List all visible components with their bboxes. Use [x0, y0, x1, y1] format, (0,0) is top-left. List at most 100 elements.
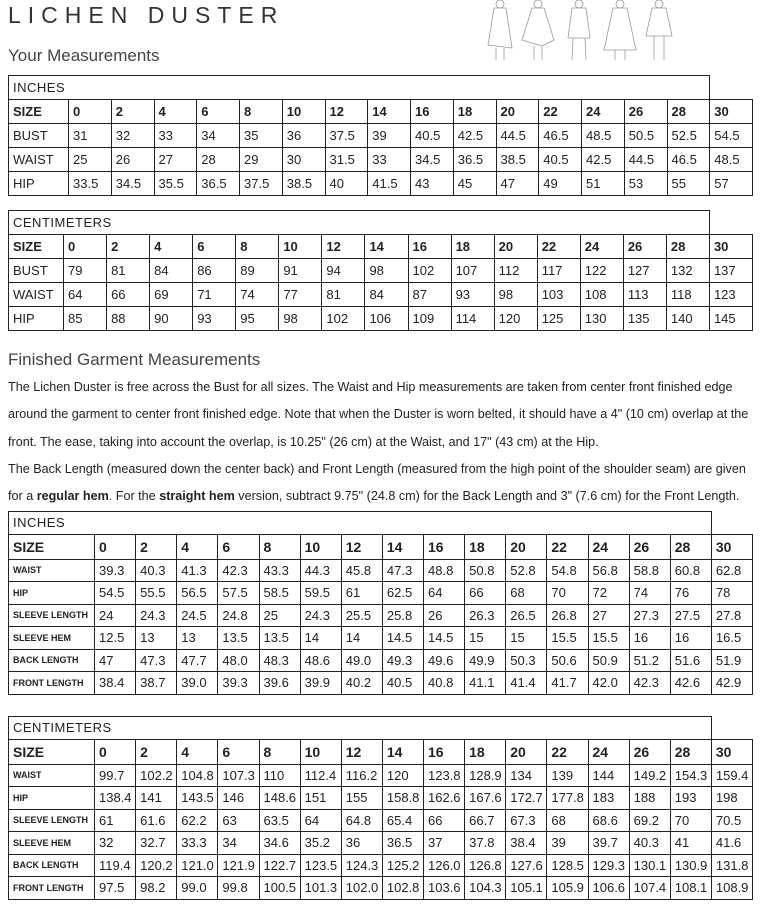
table-cell: 46.5 — [538, 123, 582, 148]
table-cell: 16 — [407, 234, 452, 259]
table-cell: 43 — [410, 171, 454, 196]
table-cell: 26 — [110, 147, 155, 172]
table-cell: 34.5 — [110, 171, 155, 196]
row-label: SIZE — [8, 234, 64, 259]
row-label: BACK LENGTH — [8, 853, 95, 877]
table-cell: 38.5 — [495, 147, 540, 172]
table-cell: 99.8 — [217, 876, 260, 900]
table-cell: 26.8 — [546, 603, 589, 627]
table-cell: 93 — [450, 282, 495, 307]
table-cell: 10 — [281, 99, 326, 124]
table-cell: 46.5 — [666, 147, 711, 172]
table-cell: 24 — [587, 738, 630, 765]
table-cell: 6 — [196, 99, 240, 124]
table-cell: 10 — [299, 533, 342, 560]
table-cell: 50.3 — [505, 648, 548, 672]
table-cell: 60.8 — [669, 558, 712, 582]
table-cell: 116.2 — [340, 763, 383, 787]
table-cell: 39.9 — [299, 671, 342, 695]
table-cell: 126.8 — [464, 853, 507, 877]
table-cell: 139 — [546, 763, 589, 787]
table-row: SLEEVE LENGTH 61 61.6 62.2 63 63.5 64 64.8 65.4 6… — [8, 808, 754, 832]
table-cell: 16 — [422, 533, 466, 560]
table-cell: 56.8 — [587, 558, 630, 582]
table-cell: 50.6 — [546, 648, 589, 672]
table-cell: 24 — [93, 603, 137, 627]
table-cell: 42.3 — [628, 671, 671, 695]
row-label: SLEEVE LENGTH — [8, 603, 95, 627]
table-cell: 101.3 — [299, 876, 342, 900]
table-cell: 10 — [299, 738, 342, 765]
table-cell: 34.6 — [258, 831, 301, 855]
table-cell: 55 — [666, 171, 711, 196]
row-label: SLEEVE HEM — [8, 626, 95, 650]
table-cell: 154.3 — [669, 763, 712, 787]
table-cell: 14 — [381, 533, 425, 560]
table-cell: 39 — [546, 831, 589, 855]
table-cell: 108.9 — [710, 876, 754, 900]
table-cell: 33 — [367, 147, 411, 172]
table-cell: 98.2 — [135, 876, 178, 900]
row-label: HIP — [8, 786, 95, 810]
table-cell: 35.5 — [153, 171, 198, 196]
table-cell: 2 — [110, 99, 155, 124]
table-cell: 41.3 — [176, 558, 219, 582]
table-row: SLEEVE LENGTH 24 24.3 24.5 24.8 25 24.3 25.5 25.… — [8, 603, 754, 627]
table-cell: 112.4 — [299, 763, 342, 787]
table-cell: 140 — [665, 306, 710, 331]
table-cell: 40.3 — [628, 831, 671, 855]
table-cell: 108 — [579, 282, 624, 307]
table-cell: 12.5 — [93, 626, 137, 650]
finished-inches-table: INCHES SIZE 0 2 4 6 8 10 12 14 16 18 20 22 24 26 28 30 WAI… — [8, 511, 754, 695]
table-cell: 102 — [321, 306, 366, 331]
table-cell: 78 — [710, 581, 754, 605]
row-label: SIZE — [8, 738, 95, 765]
table-cell: 51.6 — [669, 648, 712, 672]
table-cell: 37.5 — [324, 123, 369, 148]
table-cell: 30 — [281, 147, 326, 172]
table-cell: 112 — [493, 258, 538, 283]
table-cell: 70 — [669, 808, 712, 832]
table-row: BUST 31 32 33 34 35 36 37.5 39 40.5 42.5 44.5 46.5 48… — [8, 123, 753, 148]
table-cell: 124.3 — [340, 853, 383, 877]
table-cell: 24.5 — [176, 603, 219, 627]
table-cell: 130.9 — [669, 853, 712, 877]
table-cell: 25.5 — [340, 603, 383, 627]
table-cell: 61 — [340, 581, 383, 605]
body-centimeters-table: CENTIMETERS SIZE 0 2 4 6 8 10 12 14 16 18 20 22 24 26 28… — [8, 210, 754, 331]
table-cell: 126.0 — [422, 853, 466, 877]
row-label: HIP — [8, 306, 64, 331]
table-cell: 49.3 — [381, 648, 425, 672]
table-row: BACK LENGTH 47 47.3 47.7 48.0 48.3 48.6 49.0 49.… — [8, 648, 754, 672]
table-cell: 29 — [239, 147, 283, 172]
table-cell: 38.4 — [505, 831, 548, 855]
table-cell: 127.6 — [505, 853, 548, 877]
row-label: HIP — [8, 171, 69, 196]
table-cell: 14 — [364, 234, 409, 259]
table-row: WAIST 64 66 69 71 74 77 81 84 87 93 98 103 108 113 118 1… — [8, 282, 754, 307]
table-cell: 131.8 — [710, 853, 754, 877]
table-cell: 47.3 — [381, 558, 425, 582]
table-cell: 98 — [364, 258, 409, 283]
table-cell: 42.9 — [710, 671, 754, 695]
table-cell: 109 — [407, 306, 452, 331]
table-cell: 39.6 — [258, 671, 301, 695]
table-cell: 15.5 — [587, 626, 630, 650]
table-cell: 14 — [340, 626, 383, 650]
table-cell: 0 — [68, 99, 112, 124]
table-cell: 41.6 — [710, 831, 754, 855]
table-cell: 44.3 — [299, 558, 342, 582]
table-cell: 120 — [381, 763, 425, 787]
table-cell: 47.7 — [176, 648, 219, 672]
table-cell: 26 — [628, 533, 671, 560]
table-cell: 36 — [340, 831, 383, 855]
table-cell: 79 — [62, 258, 108, 283]
table-cell: 36.5 — [452, 147, 497, 172]
table-cell: 35.2 — [299, 831, 342, 855]
table-cell: 102.8 — [381, 876, 425, 900]
size-header-row: SIZE 0 2 4 6 8 10 12 14 16 18 20 22 24 26 28 30 — [8, 738, 754, 765]
table-cell: 49.9 — [464, 648, 507, 672]
table-cell: 18 — [464, 533, 507, 560]
table-cell: 13 — [176, 626, 219, 650]
table-cell: 120 — [493, 306, 538, 331]
